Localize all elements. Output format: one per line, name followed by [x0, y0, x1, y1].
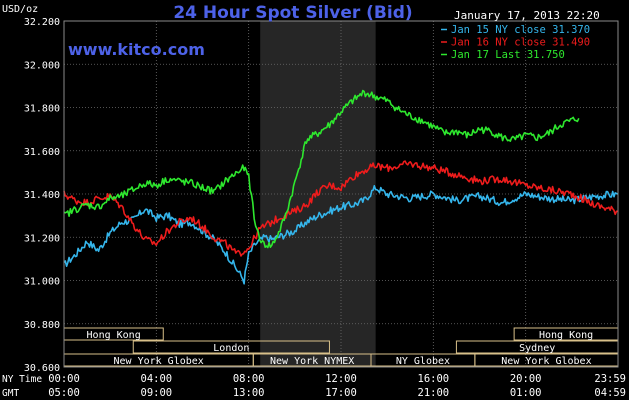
session-label: London [213, 343, 249, 354]
session-label: New York Globex [501, 356, 591, 367]
x-tick-label: 08:00 [233, 373, 265, 385]
y-tick-label: 30.800 [24, 320, 60, 331]
session-label: Hong Kong [539, 330, 593, 341]
y-tick-label: 31.400 [24, 190, 60, 201]
x-axis-row-label: NY Time [2, 374, 42, 385]
y-tick-label: 32.000 [24, 60, 60, 71]
session-label: Hong Kong [87, 330, 141, 341]
x-tick-label: 04:59 [594, 387, 626, 399]
session-label: New York Globex [113, 356, 203, 367]
x-tick-label: 00:00 [48, 373, 80, 385]
x-tick-label: 01:00 [510, 387, 542, 399]
legend-entry: Jan 16 NY close 31.490 [451, 37, 590, 49]
y-tick-label: 31.200 [24, 233, 60, 244]
y-tick-labels: 32.200 32.000 31.800 31.600 31.400 31.200 31.0… [24, 17, 60, 374]
y-tick-label: 31.800 [24, 104, 60, 115]
series-layer [63, 89, 619, 285]
x-tick-label: 13:00 [233, 387, 265, 399]
x-tick-label: 04:00 [141, 373, 173, 385]
legend-entry: Jan 17 Last 31.750 [451, 49, 565, 61]
x-tick-label: 17:00 [325, 387, 357, 399]
series-line [63, 89, 580, 249]
session-label: New York NYMEX [270, 356, 354, 367]
session-box [132, 340, 330, 354]
x-tick-label: 09:00 [141, 387, 173, 399]
session-label: NY Globex [396, 356, 450, 367]
y-tick-label: 31.000 [24, 277, 60, 288]
x-axis-row-label: GMT [2, 388, 19, 399]
x-tick-label: 23:59 [594, 373, 626, 385]
x-tick-label: 05:00 [48, 387, 80, 399]
y-tick-label: 30.600 [24, 363, 60, 374]
series-line [63, 185, 619, 285]
chart-title: 24 Hour Spot Silver (Bid) [173, 3, 412, 23]
legend-entry: Jan 15 NY close 31.370 [451, 24, 590, 36]
watermark: www.kitco.com [68, 40, 205, 59]
x-tick-labels: NY Time 00:00 04:00 08:00 12:00 16:00 20:00 23:… [2, 373, 626, 399]
x-tick-label: 16:00 [418, 373, 450, 385]
plot-frame [63, 20, 619, 368]
x-tick-label: 20:00 [510, 373, 542, 385]
x-tick-label: 12:00 [325, 373, 357, 385]
session-label: Sydney [519, 343, 555, 354]
x-tick-label: 21:00 [418, 387, 450, 399]
y-tick-label: 32.200 [24, 17, 60, 28]
series-line [63, 160, 618, 257]
chart-timestamp: January 17, 2013 22:20 [454, 9, 600, 22]
y-axis-units: USD/oz [2, 4, 38, 15]
y-tick-label: 31.600 [24, 147, 60, 158]
